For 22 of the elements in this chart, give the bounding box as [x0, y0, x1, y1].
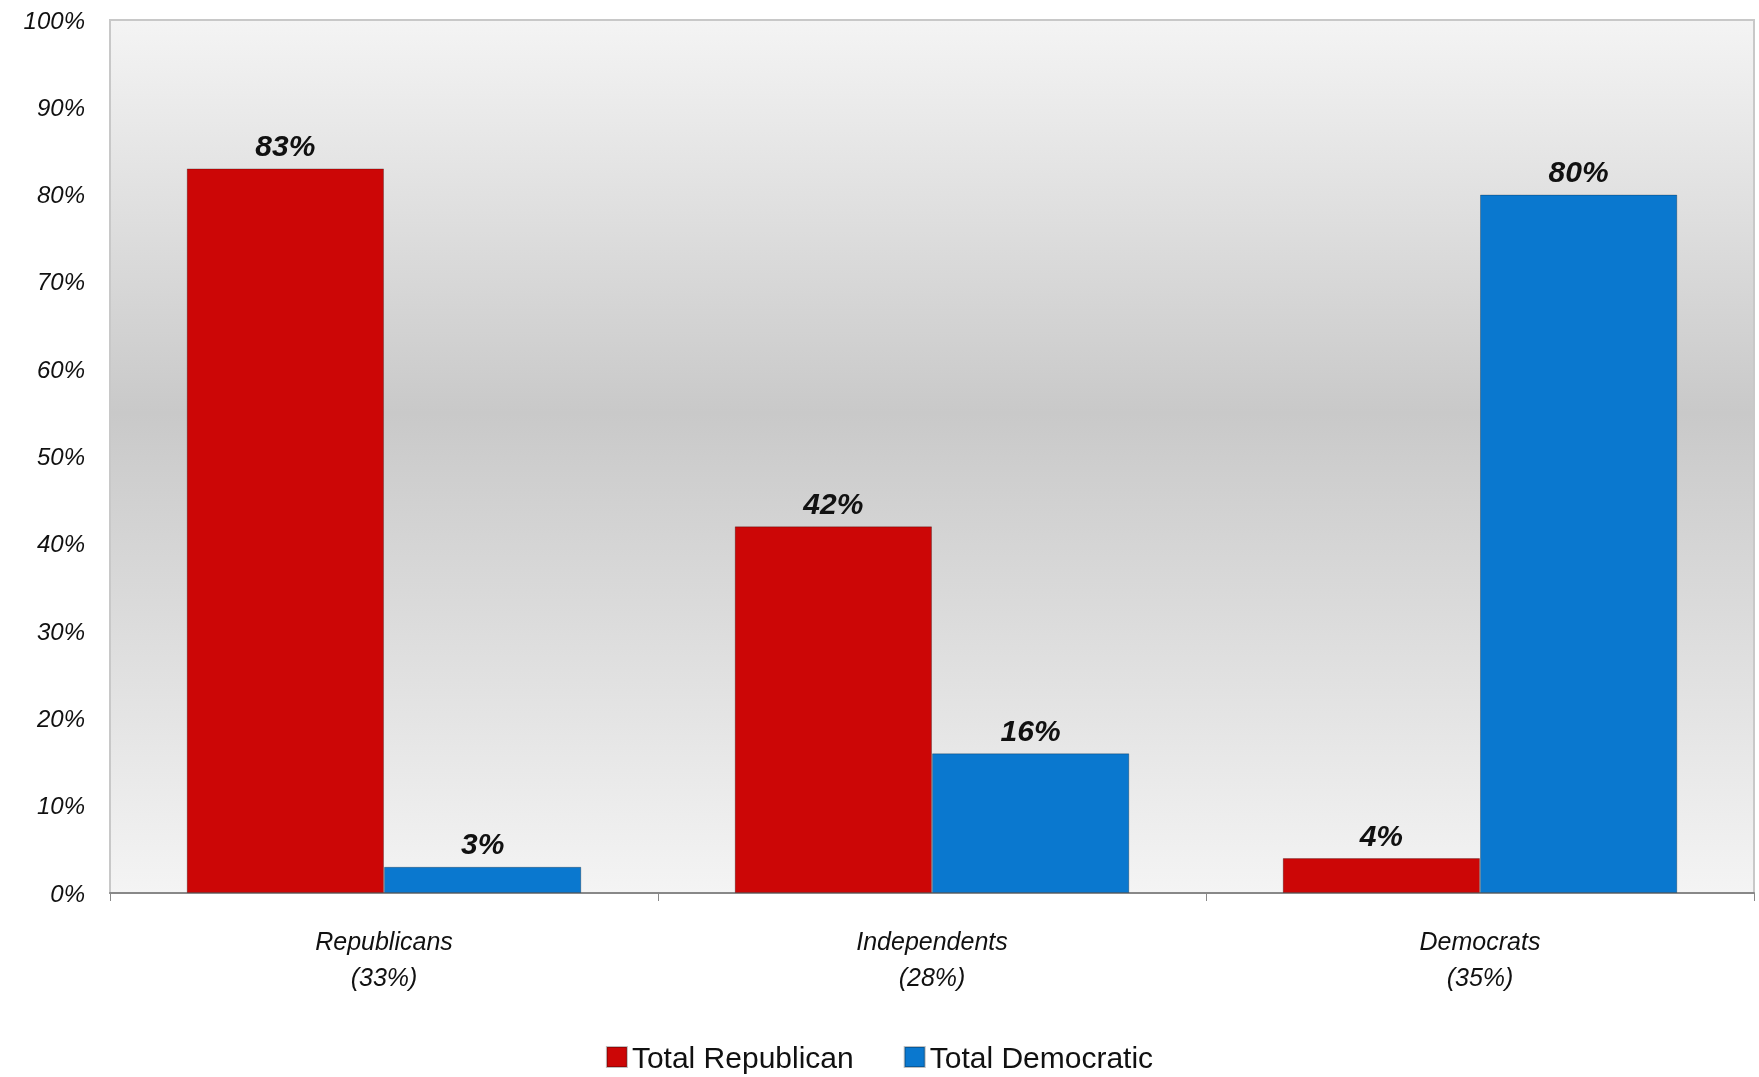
y-tick-label: 60%	[36, 355, 85, 383]
y-tick-label: 40%	[36, 530, 85, 558]
x-tick-label: Democrats (35%)	[1419, 927, 1541, 991]
y-tick-label: 80%	[36, 181, 85, 209]
data-label: 3%	[460, 827, 505, 861]
x-tick-label: Independents (28%)	[856, 927, 1008, 991]
y-tick-label: 10%	[36, 792, 85, 820]
y-tick-label: 0%	[50, 879, 85, 907]
legend-label: Total Democratic	[929, 1040, 1154, 1074]
data-label: 80%	[1548, 155, 1609, 189]
data-label: 83%	[255, 128, 316, 162]
y-tick-label: 90%	[36, 93, 85, 121]
data-label: 42%	[802, 486, 864, 520]
y-tick-label: 30%	[36, 617, 85, 645]
y-tick-label: 20%	[35, 704, 85, 732]
y-tick-label: 70%	[36, 268, 85, 296]
y-tick-label: 100%	[23, 6, 85, 34]
legend-label: Total Republican	[631, 1040, 854, 1074]
data-label: 16%	[1000, 713, 1061, 747]
y-tick-label: 50%	[36, 443, 85, 470]
data-label: 4%	[1358, 818, 1404, 852]
x-tick-label: Republicans (33%)	[315, 927, 453, 991]
